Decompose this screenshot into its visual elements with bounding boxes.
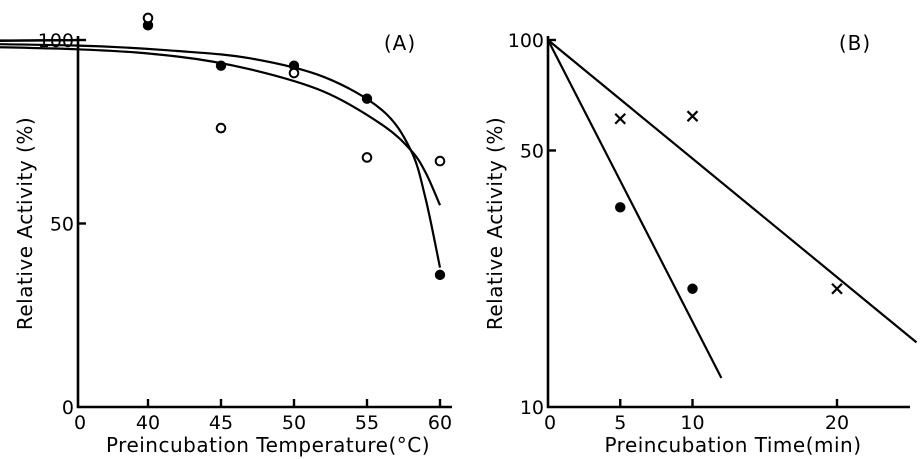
x-tick-label: 0 bbox=[74, 412, 86, 434]
panel-b: 0 5 10 20 10 50 100 Preincubation Time(min) Rela… bbox=[483, 30, 918, 457]
y-axis-label: Relative Activity (%) bbox=[13, 117, 37, 330]
y-tick-label: 100 bbox=[508, 30, 544, 52]
x-tick-label: 60 bbox=[428, 412, 452, 434]
x-tick-label: 45 bbox=[209, 412, 233, 434]
data-point-open bbox=[361, 152, 373, 163]
data-point-filled bbox=[615, 202, 626, 213]
data-point-filled bbox=[288, 60, 300, 71]
y-tick-label: 0 bbox=[62, 397, 74, 419]
y-tick-label: 10 bbox=[520, 397, 544, 419]
axis-frame bbox=[76, 36, 452, 409]
y-tick-label: 50 bbox=[50, 214, 74, 236]
panel-label: (A) bbox=[384, 31, 416, 55]
data-point-open bbox=[142, 12, 154, 24]
data-point-open bbox=[215, 122, 227, 134]
cross-stroke bbox=[831, 282, 843, 295]
data-point-filled bbox=[142, 20, 154, 31]
panel-label: (B) bbox=[839, 31, 871, 55]
x-tick-label: 50 bbox=[282, 412, 306, 434]
y-axis-label: Relative Activity (%) bbox=[483, 117, 507, 330]
fit-line bbox=[547, 39, 918, 344]
fit-line bbox=[547, 39, 723, 379]
fit-line bbox=[0, 38, 442, 206]
data-point-open bbox=[288, 67, 300, 79]
data-point-open bbox=[434, 155, 446, 167]
cross-stroke bbox=[614, 113, 627, 125]
cross-stroke bbox=[686, 110, 699, 122]
x-tick-label: 40 bbox=[136, 412, 160, 434]
fit-line bbox=[0, 38, 442, 268]
data-point-cross bbox=[831, 282, 843, 295]
data-point-filled bbox=[687, 283, 698, 294]
x-tick-label: 10 bbox=[680, 412, 704, 434]
y-tick-label: 50 bbox=[520, 140, 544, 162]
data-point-cross bbox=[686, 110, 699, 122]
x-axis-label: Preincubation Time(min) bbox=[604, 433, 861, 457]
data-point-filled bbox=[434, 269, 446, 281]
axis-frame bbox=[546, 36, 910, 409]
x-tick-label: 20 bbox=[825, 412, 849, 434]
x-tick-label: 55 bbox=[355, 412, 379, 434]
x-axis-label: Preincubation Temperature(°C) bbox=[106, 433, 430, 457]
x-tick-label: 5 bbox=[614, 412, 626, 434]
data-point-cross bbox=[614, 113, 627, 125]
data-point-filled bbox=[361, 93, 373, 104]
x-tick-label: 0 bbox=[544, 412, 556, 434]
